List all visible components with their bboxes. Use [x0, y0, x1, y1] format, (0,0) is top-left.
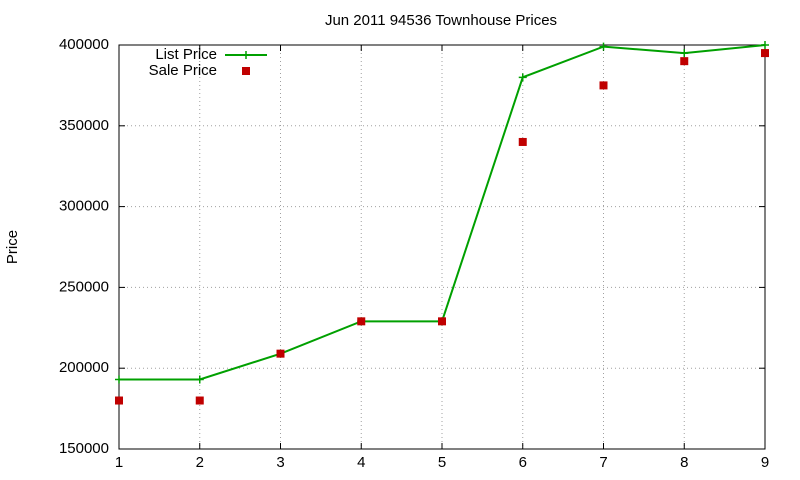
x-tick-label: 7	[599, 454, 607, 471]
y-tick-label: 150000	[59, 440, 109, 457]
plot-frame	[118, 44, 766, 450]
legend-marker	[242, 51, 250, 59]
point	[680, 49, 689, 58]
x-tick-label: 8	[680, 454, 688, 471]
legend-label: List Price	[155, 46, 217, 63]
y-tick-label: 200000	[59, 359, 109, 376]
x-tick-label: 1	[115, 454, 123, 471]
point	[518, 73, 527, 82]
legend-label: Sale Price	[149, 62, 217, 79]
x-tick-label: 6	[519, 454, 527, 471]
legend-marker	[242, 67, 250, 75]
point	[195, 375, 204, 384]
y-tick-label: 400000	[59, 36, 109, 53]
point	[115, 396, 123, 405]
x-tick-label: 9	[761, 454, 769, 471]
point	[276, 349, 285, 358]
x-tick-label: 3	[276, 454, 284, 471]
point	[357, 317, 366, 326]
point	[195, 396, 204, 405]
y-tick-label: 250000	[59, 278, 109, 295]
y-axis-label: Price	[4, 230, 21, 264]
point	[438, 317, 446, 326]
point	[599, 81, 608, 90]
point	[518, 137, 527, 146]
point	[680, 57, 689, 66]
chart-title: Jun 2011 94536 Townhouse Prices	[325, 12, 557, 29]
x-tick-label: 4	[357, 454, 365, 471]
x-tick-label: 5	[438, 454, 446, 471]
point	[115, 375, 123, 384]
point	[599, 42, 608, 51]
y-tick-label: 350000	[59, 117, 109, 134]
point	[761, 41, 769, 49]
x-tick-label: 2	[196, 454, 204, 471]
y-tick-label: 300000	[59, 198, 109, 215]
point	[761, 49, 769, 58]
